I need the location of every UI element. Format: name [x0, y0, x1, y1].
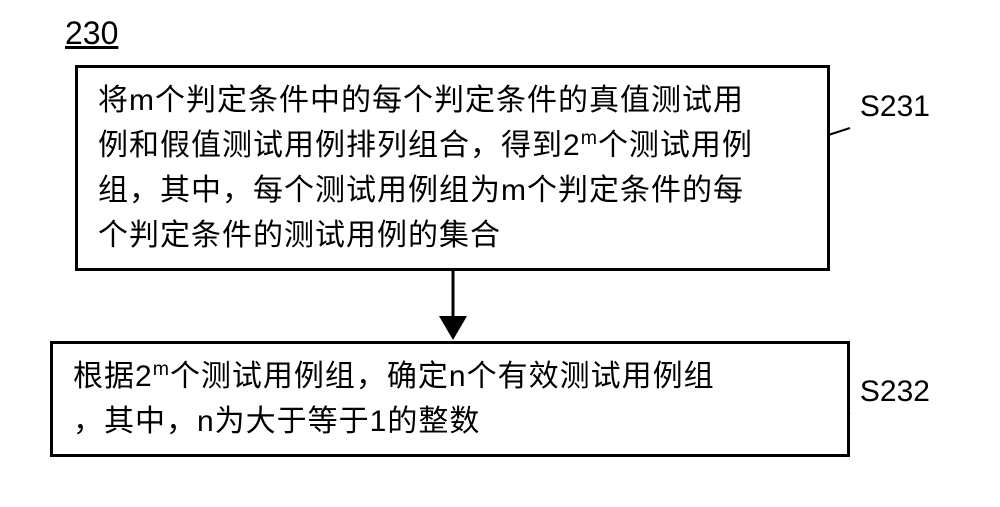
superscript: m — [153, 358, 170, 380]
arrow-head-icon — [439, 316, 467, 340]
flowchart-diagram: S231 将m个判定条件中的每个判定条件的真值测试用 例和假值测试用例排列组合，… — [50, 65, 950, 457]
flow-box-2: 根据2m个测试用例组，确定n个有效测试用例组 ，其中，n为大于等于1的整数 — [50, 341, 850, 457]
text-line: 将m个判定条件中的每个判定条件的真值测试用 — [98, 84, 744, 117]
flow-box-2-text: 根据2m个测试用例组，确定n个有效测试用例组 ，其中，n为大于等于1的整数 — [73, 354, 827, 444]
step-label-2: S232 — [860, 375, 930, 409]
figure-number: 230 — [65, 15, 118, 52]
flow-arrow — [75, 271, 830, 341]
text-line: 个判定条件的测试用例的集合 — [98, 219, 501, 252]
step-label-1: S231 — [860, 90, 930, 124]
text-line: 个测试用例组，确定n个有效测试用例组 — [170, 360, 715, 393]
text-line: 个测试用例 — [598, 129, 753, 162]
text-line: ，其中，n为大于等于1的整数 — [73, 405, 480, 438]
superscript: m — [581, 127, 598, 149]
text-line: 组，其中，每个测试用例组为m个判定条件的每 — [98, 174, 744, 207]
text-line: 根据2 — [73, 360, 153, 393]
text-line: 例和假值测试用例排列组合，得到2 — [98, 129, 581, 162]
arrow-line — [451, 271, 454, 321]
flow-box-1: 将m个判定条件中的每个判定条件的真值测试用 例和假值测试用例排列组合，得到2m个… — [75, 65, 830, 271]
flow-box-1-text: 将m个判定条件中的每个判定条件的真值测试用 例和假值测试用例排列组合，得到2m个… — [98, 78, 807, 258]
